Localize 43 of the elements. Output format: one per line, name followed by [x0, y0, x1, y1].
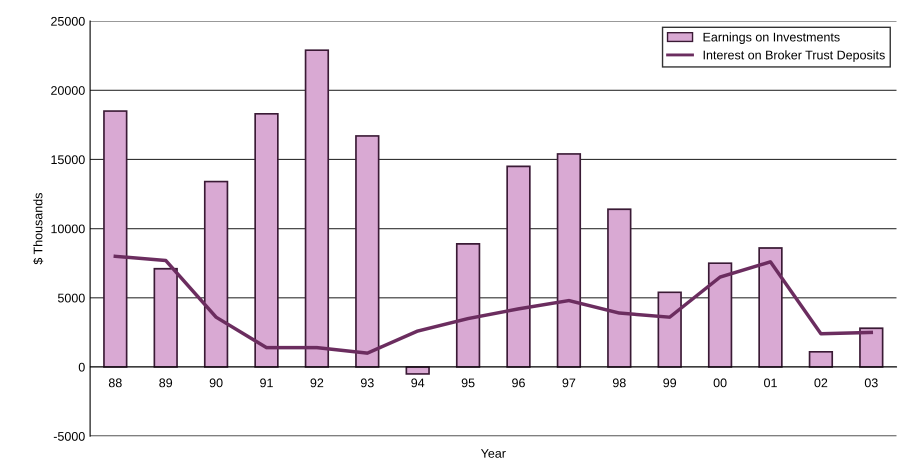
- bar: [607, 208, 632, 368]
- x-tick-label: 88: [108, 378, 122, 388]
- x-tick-label: 00: [714, 378, 727, 388]
- y-tick-label: 0: [78, 362, 85, 372]
- x-tick-label: 98: [612, 378, 626, 388]
- line-series: [114, 254, 874, 355]
- bar: [204, 180, 228, 368]
- bar: [304, 49, 330, 368]
- bar: [355, 135, 380, 368]
- bar: [808, 350, 834, 368]
- bar: [456, 243, 480, 368]
- x-tick-label: 95: [462, 378, 475, 388]
- y-tick-label: -5000: [54, 432, 85, 441]
- x-tick-label: 97: [562, 378, 576, 388]
- x-tick-label: 01: [764, 378, 777, 388]
- x-tick-label: 92: [310, 378, 324, 388]
- x-tick-label: 94: [411, 378, 424, 388]
- bar: [154, 268, 178, 368]
- x-axis-title: Year: [480, 449, 506, 458]
- y-tick-label: 15000: [51, 155, 85, 164]
- bar: [758, 247, 783, 368]
- x-tick-label: 93: [360, 378, 374, 388]
- y-axis-title: $ Thousands: [33, 193, 44, 265]
- x-tick-label: 89: [159, 378, 172, 388]
- bar: [708, 262, 732, 368]
- y-tick-label: 5000: [58, 294, 85, 302]
- x-tick-label: 96: [512, 378, 525, 388]
- y-tick-label: 10000: [51, 224, 85, 234]
- legend-label: Interest on Broker Trust Deposits: [704, 50, 885, 62]
- bar: [859, 327, 884, 368]
- x-tick-label: 03: [864, 378, 878, 388]
- bar: [254, 112, 279, 368]
- bar: [658, 291, 682, 368]
- bar: [506, 166, 531, 368]
- x-tick-label: 02: [814, 378, 828, 388]
- y-tick-label: 25000: [51, 16, 85, 26]
- x-tick-label: 91: [260, 378, 273, 388]
- bar: [103, 110, 128, 368]
- bar: [556, 153, 582, 368]
- x-tick-label: 99: [663, 378, 676, 388]
- x-tick-label: 90: [210, 378, 223, 388]
- y-tick-label: 20000: [51, 86, 85, 95]
- legend-label: Earnings on Investments: [704, 32, 840, 44]
